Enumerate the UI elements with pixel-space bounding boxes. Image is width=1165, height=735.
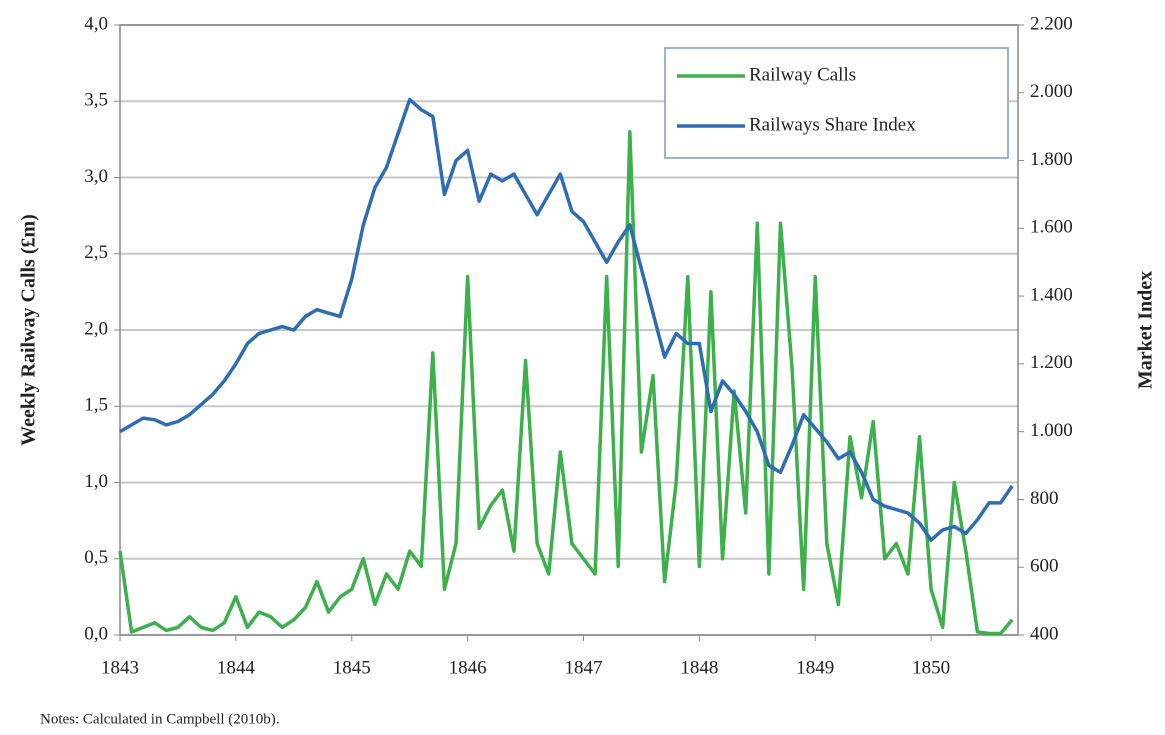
y2-tick-label: 1.200 — [1030, 352, 1073, 373]
series-line — [119, 97, 1014, 542]
y-tick-label: 0,0 — [84, 623, 108, 644]
note: Notes: Calculated in Campbell (2010b). — [40, 711, 280, 727]
y2-axis-label: Market Index — [1135, 271, 1157, 389]
legend-label: Railways Share Index — [749, 114, 916, 135]
y-tick-label: 4,0 — [84, 13, 108, 34]
x-tick-label: 1845 — [333, 657, 371, 678]
x-tick-label: 1848 — [680, 657, 718, 678]
y2-tick-label: 800 — [1030, 488, 1059, 509]
y2-tick-label: 1.400 — [1030, 284, 1073, 305]
y-axis-label: Weekly Railway Calls (£m) — [18, 214, 40, 446]
y-tick-label: 3,5 — [84, 90, 108, 111]
x-tick-label: 1850 — [912, 657, 950, 678]
y-tick-label: 1,0 — [84, 471, 108, 492]
y2-tick-label: 1.800 — [1030, 149, 1073, 170]
legend-box — [664, 47, 1009, 159]
x-tick-label: 1843 — [101, 657, 139, 678]
y2-tick-label: 600 — [1030, 556, 1059, 577]
y-tick-label: 2,5 — [84, 242, 108, 263]
y-tick-label: 3,0 — [84, 166, 108, 187]
x-tick-label: 1846 — [449, 657, 487, 678]
y2-tick-label: 1.600 — [1030, 217, 1073, 238]
y-tick-label: 2,0 — [84, 318, 108, 339]
y-tick-label: 0,5 — [84, 547, 108, 568]
y2-tick-label: 400 — [1030, 623, 1059, 644]
y-tick-label: 1,5 — [84, 395, 108, 416]
y2-tick-label: 2.000 — [1030, 81, 1073, 102]
series-line — [118, 130, 1014, 636]
y2-tick-label: 2.200 — [1030, 13, 1073, 34]
x-tick-label: 1844 — [217, 657, 256, 678]
y2-tick-label: 1.000 — [1030, 420, 1073, 441]
legend-label: Railway Calls — [749, 64, 856, 85]
x-tick-label: 1849 — [796, 657, 834, 678]
plot-frame — [119, 24, 1019, 636]
x-tick-label: 1847 — [564, 657, 602, 678]
